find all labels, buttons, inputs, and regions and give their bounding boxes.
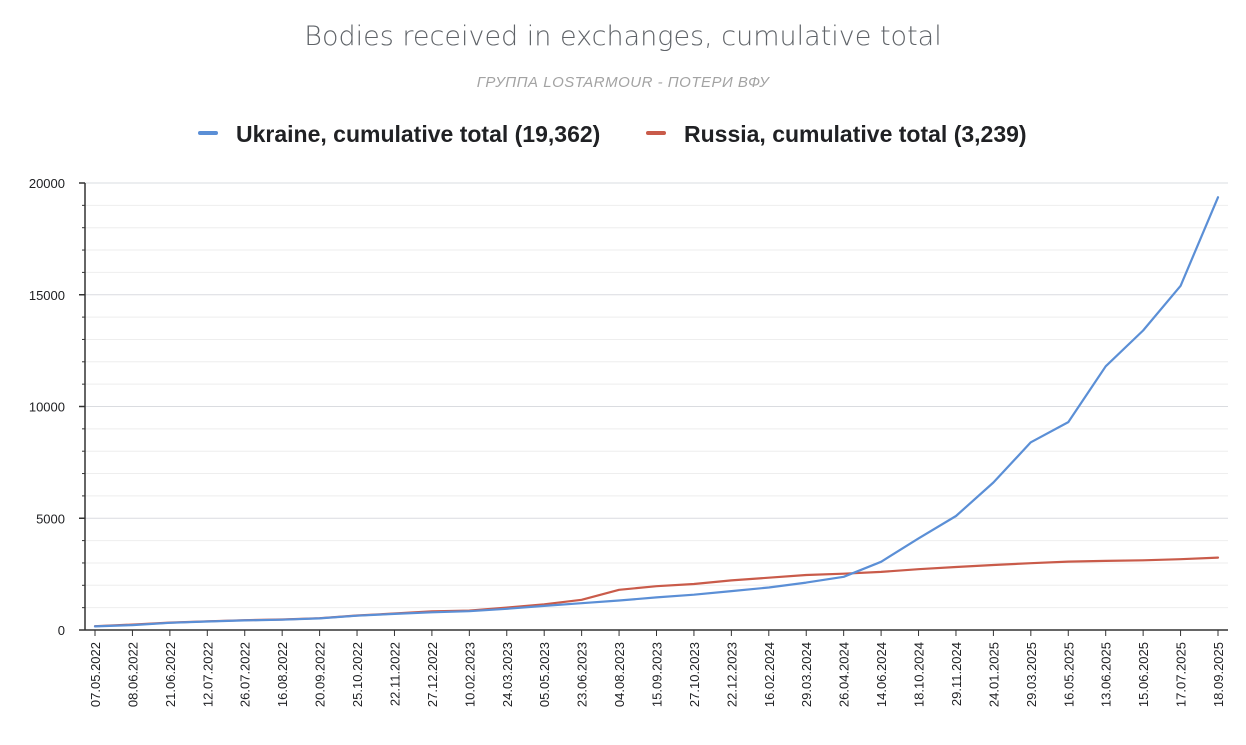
x-tick-label: 21.06.2022 — [163, 642, 178, 707]
x-tick-label: 10.02.2023 — [462, 642, 477, 707]
gridlines — [85, 182, 1228, 609]
series-lines — [93, 196, 1220, 628]
x-tick-label: 24.01.2025 — [986, 642, 1001, 707]
x-axis-ticks: 07.05.2022 08.06.2022 21.06.2022 12.07.2022… — [88, 630, 1226, 707]
x-tick-label: 18.09.2025 — [1211, 642, 1226, 707]
x-tick-label: 27.12.2022 — [425, 642, 440, 707]
y-tick-label: 0 — [58, 623, 65, 638]
x-tick-label: 16.02.2024 — [762, 642, 777, 707]
x-tick-label: 04.08.2023 — [612, 642, 627, 707]
x-tick-label: 25.10.2022 — [350, 642, 365, 707]
x-tick-label: 29.03.2024 — [799, 642, 814, 707]
x-tick-label: 29.03.2025 — [1024, 642, 1039, 707]
chart-subtitle: ГРУППА LOSTARMOUR - ПОТЕРИ ВФУ — [477, 74, 770, 91]
x-tick-label: 24.03.2023 — [500, 642, 515, 707]
series-line-russia — [93, 556, 1220, 628]
x-tick-label: 07.05.2022 — [88, 642, 103, 707]
legend-label-ukraine: Ukraine, cumulative total (19,362) — [236, 121, 600, 147]
x-tick-label: 17.07.2025 — [1174, 642, 1189, 707]
y-axis-ticks: 0 5000 10000 15000 20000 — [29, 176, 85, 638]
x-tick-label: 12.07.2022 — [200, 642, 215, 707]
chart-title: Bodies received in exchanges, cumulative… — [304, 21, 941, 52]
x-tick-label: 29.11.2024 — [949, 642, 964, 706]
x-tick-label: 26.07.2022 — [238, 642, 253, 707]
x-tick-label: 23.06.2023 — [575, 642, 590, 707]
x-tick-label: 05.05.2023 — [537, 642, 552, 707]
series-line-ukraine — [93, 196, 1220, 628]
x-tick-label: 20.09.2022 — [313, 642, 328, 707]
x-tick-label: 13.06.2025 — [1099, 642, 1114, 707]
x-tick-label: 26.04.2024 — [837, 642, 852, 707]
x-tick-label: 15.09.2023 — [650, 642, 665, 707]
x-tick-label: 18.10.2024 — [912, 642, 927, 707]
axes — [84, 183, 1228, 631]
y-tick-label: 5000 — [36, 511, 65, 526]
legend-label-russia: Russia, cumulative total (3,239) — [684, 121, 1027, 147]
x-tick-label: 15.06.2025 — [1136, 642, 1151, 707]
x-tick-label: 22.11.2022 — [387, 642, 402, 706]
x-tick-label: 08.06.2022 — [125, 642, 140, 707]
x-tick-label: 16.05.2025 — [1061, 642, 1076, 707]
y-tick-label: 15000 — [29, 288, 65, 303]
legend: Ukraine, cumulative total (19,362) Russi… — [198, 121, 1027, 147]
x-tick-label: 14.06.2024 — [874, 642, 889, 707]
y-tick-label: 20000 — [29, 176, 65, 191]
y-tick-label: 10000 — [29, 400, 65, 415]
x-tick-label: 16.08.2022 — [275, 642, 290, 707]
x-tick-label: 22.12.2023 — [724, 642, 739, 707]
x-tick-label: 27.10.2023 — [687, 642, 702, 707]
